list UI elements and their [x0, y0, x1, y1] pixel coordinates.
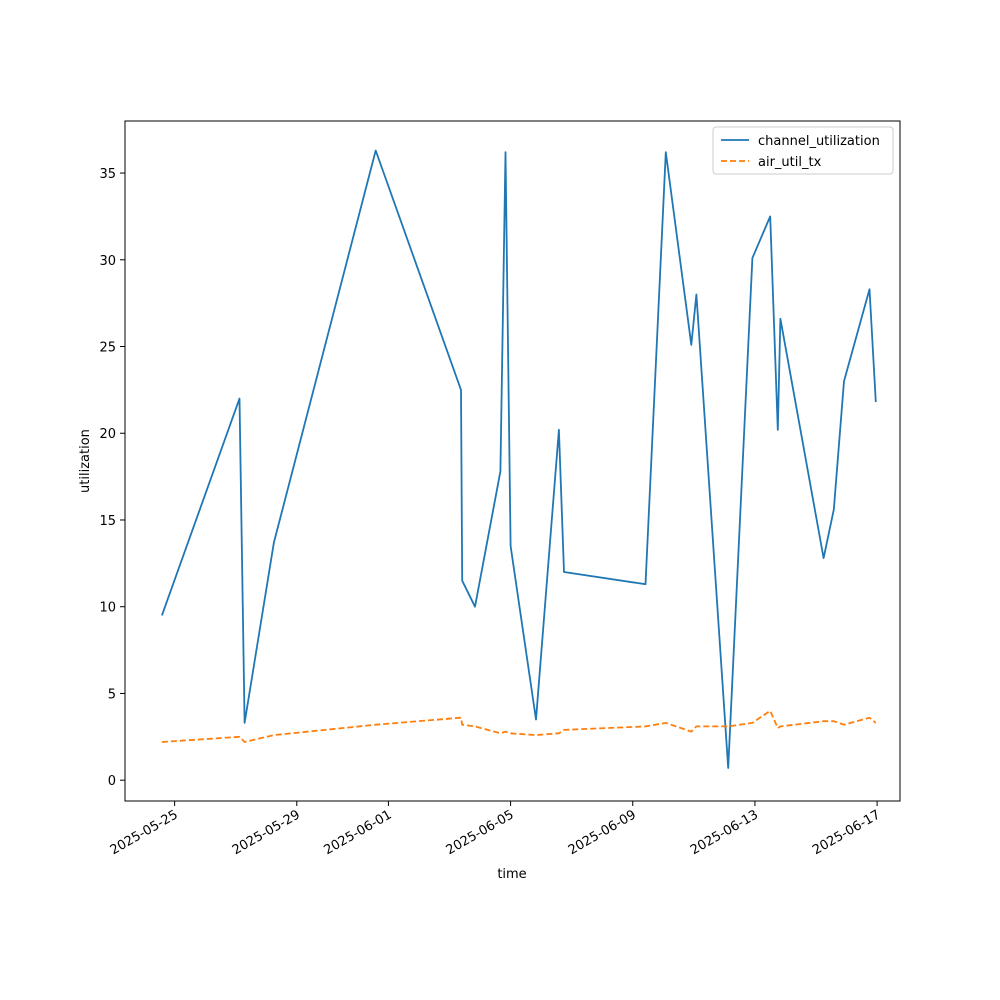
legend-label-channel-utilization: channel_utilization [758, 134, 880, 149]
y-tick-label: 30 [99, 254, 116, 269]
y-tick-label: 0 [108, 774, 116, 789]
y-tick-label: 10 [99, 601, 116, 616]
series-line-channel-utilization [161, 149, 877, 769]
y-tick-label: 15 [99, 514, 116, 529]
legend: channel_utilization air_util_tx [712, 126, 894, 175]
series-line-air-util-tx [161, 709, 877, 743]
legend-label-air-util-tx: air_util_tx [758, 155, 822, 170]
plot-area [161, 149, 877, 769]
legend-box [712, 126, 894, 175]
axes-frame [124, 120, 901, 802]
y-axis: 0 5 10 15 20 25 30 35 [99, 167, 125, 789]
x-axis-title: time [497, 867, 526, 882]
y-axis-title: utilization [78, 429, 93, 493]
y-tick-label: 5 [108, 687, 116, 702]
y-tick-label: 20 [99, 427, 116, 442]
y-tick-label: 35 [99, 167, 116, 182]
y-tick-label: 25 [99, 341, 116, 356]
